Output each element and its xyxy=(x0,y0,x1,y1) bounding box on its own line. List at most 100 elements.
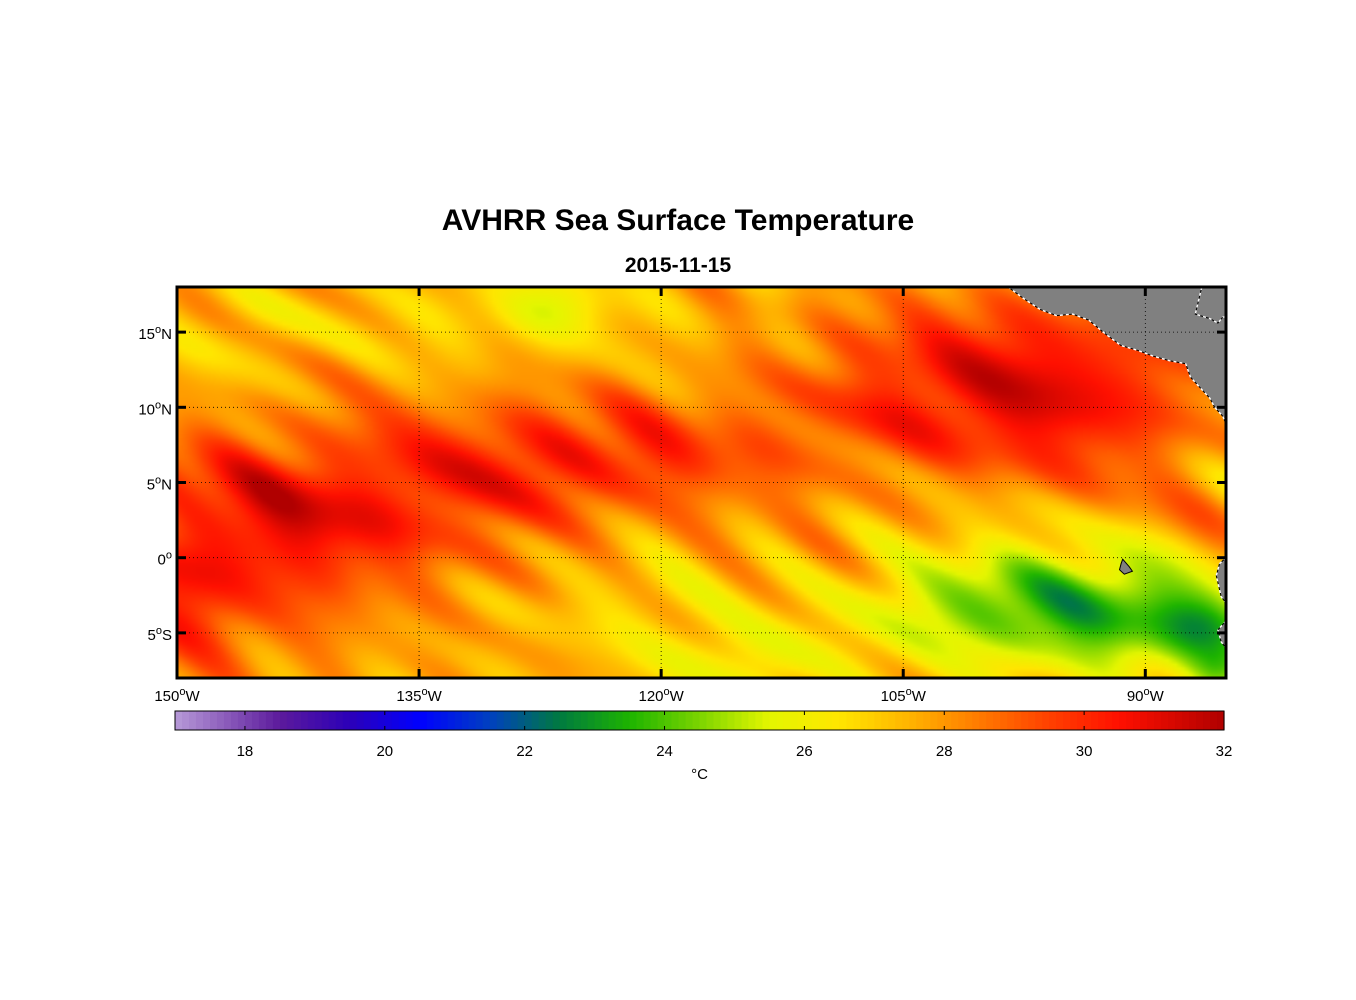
colorbar-swatch xyxy=(881,711,889,730)
colorbar-swatch xyxy=(384,711,393,730)
colorbar-swatch xyxy=(510,711,519,730)
colorbar-swatch xyxy=(958,711,966,730)
colorbar-swatch xyxy=(342,711,351,730)
colorbar-swatch xyxy=(713,711,722,730)
colorbar-swatch xyxy=(209,711,218,730)
colorbar-swatch xyxy=(937,711,945,730)
colorbar-swatch xyxy=(461,711,470,730)
colorbar-swatch xyxy=(559,711,568,730)
colorbar-swatch xyxy=(1112,711,1120,730)
colorbar-swatch xyxy=(874,711,882,730)
colorbar-swatch xyxy=(839,711,847,730)
colorbar-swatch xyxy=(1063,711,1071,730)
colorbar-swatch xyxy=(580,711,589,730)
colorbar-swatch xyxy=(706,711,715,730)
colorbar-swatch xyxy=(349,711,358,730)
land-central-america xyxy=(1007,287,1226,425)
colorbar-swatch xyxy=(223,711,232,730)
colorbar-swatch xyxy=(748,711,757,730)
colorbar-swatch xyxy=(1189,711,1197,730)
colorbar-swatch xyxy=(1126,711,1134,730)
colorbar-swatch xyxy=(825,711,833,730)
colorbar-tick-label: 22 xyxy=(516,743,533,760)
colorbar-swatch xyxy=(923,711,931,730)
colorbar-swatch xyxy=(979,711,987,730)
colorbar-swatch xyxy=(1161,711,1169,730)
colorbar-swatch xyxy=(1070,711,1078,730)
colorbar: 18 20 22 24 26 28 30 32 °C xyxy=(174,710,1233,783)
colorbar-swatch xyxy=(286,711,295,730)
colorbar-tick-label: 20 xyxy=(376,743,393,760)
colorbar-swatch xyxy=(1035,711,1043,730)
lat-tick-label: 0o xyxy=(158,550,172,569)
colorbar-swatch xyxy=(944,711,952,730)
colorbar-swatch xyxy=(440,711,449,730)
colorbar-swatch xyxy=(1084,711,1092,730)
colorbar-swatch xyxy=(818,711,826,730)
colorbar-swatch xyxy=(475,711,484,730)
colorbar-swatch xyxy=(1091,711,1099,730)
colorbar-swatch xyxy=(1168,711,1176,730)
colorbar-swatch xyxy=(902,711,910,730)
colorbar-swatch xyxy=(1098,711,1106,730)
colorbar-swatch xyxy=(986,711,994,730)
colorbar-swatch xyxy=(468,711,477,730)
colorbar-swatch xyxy=(328,711,337,730)
colorbar-swatch xyxy=(720,711,729,730)
colorbar-swatch xyxy=(867,711,875,730)
colorbar-swatch xyxy=(496,711,505,730)
colorbar-swatch xyxy=(783,711,792,730)
colorbar-swatch xyxy=(230,711,239,730)
colorbar-swatch xyxy=(251,711,260,730)
colorbar-swatch xyxy=(419,711,428,730)
colorbar-swatch xyxy=(272,711,281,730)
colorbar-swatch xyxy=(188,711,197,730)
lon-tick-label: 90oW xyxy=(1127,686,1165,705)
colorbar-tick-label: 18 xyxy=(237,743,254,760)
colorbar-swatch xyxy=(517,711,526,730)
colorbar-swatch xyxy=(202,711,211,730)
colorbar-swatch xyxy=(538,711,547,730)
colorbar-tick-label: 24 xyxy=(656,743,673,760)
colorbar-swatch xyxy=(1217,711,1225,730)
colorbar-swatch xyxy=(895,711,903,730)
colorbar-swatch xyxy=(811,711,819,730)
lat-tick-label: 5oS xyxy=(148,625,172,644)
colorbar-swatch xyxy=(643,711,652,730)
colorbar-swatch xyxy=(216,711,225,730)
colorbar-swatch xyxy=(776,711,785,730)
colorbar-swatch xyxy=(727,711,736,730)
colorbar-swatch xyxy=(762,711,771,730)
colorbar-swatch xyxy=(993,711,1001,730)
lat-tick-label: 5oN xyxy=(147,475,172,494)
colorbar-swatch xyxy=(503,711,512,730)
colorbar-swatch xyxy=(1203,711,1211,730)
colorbar-tick-label: 26 xyxy=(796,743,813,760)
colorbar-swatch xyxy=(363,711,372,730)
colorbar-swatch xyxy=(195,711,204,730)
colorbar-swatch xyxy=(307,711,316,730)
colorbar-swatch xyxy=(531,711,540,730)
colorbar-swatch xyxy=(321,711,330,730)
colorbar-swatch xyxy=(1210,711,1218,730)
colorbar-swatch xyxy=(797,711,805,730)
colorbar-swatch xyxy=(1000,711,1008,730)
colorbar-swatch xyxy=(447,711,456,730)
colorbar-swatch xyxy=(755,711,764,730)
colorbar-swatch xyxy=(356,711,365,730)
colorbar-swatch xyxy=(972,711,980,730)
colorbar-swatch xyxy=(398,711,407,730)
colorbar-swatch xyxy=(1021,711,1029,730)
colorbar-swatch xyxy=(615,711,624,730)
colorbar-tick-label: 32 xyxy=(1216,743,1233,760)
colorbar-swatch xyxy=(433,711,442,730)
colorbar-swatch xyxy=(279,711,288,730)
land-south-america-coast xyxy=(1215,556,1226,604)
land-galapagos xyxy=(1118,558,1134,575)
colorbar-unit-label: °C xyxy=(691,766,708,783)
colorbar-swatch xyxy=(664,711,673,730)
colorbar-swatch xyxy=(1049,711,1057,730)
colorbar-tick-label: 28 xyxy=(936,743,953,760)
